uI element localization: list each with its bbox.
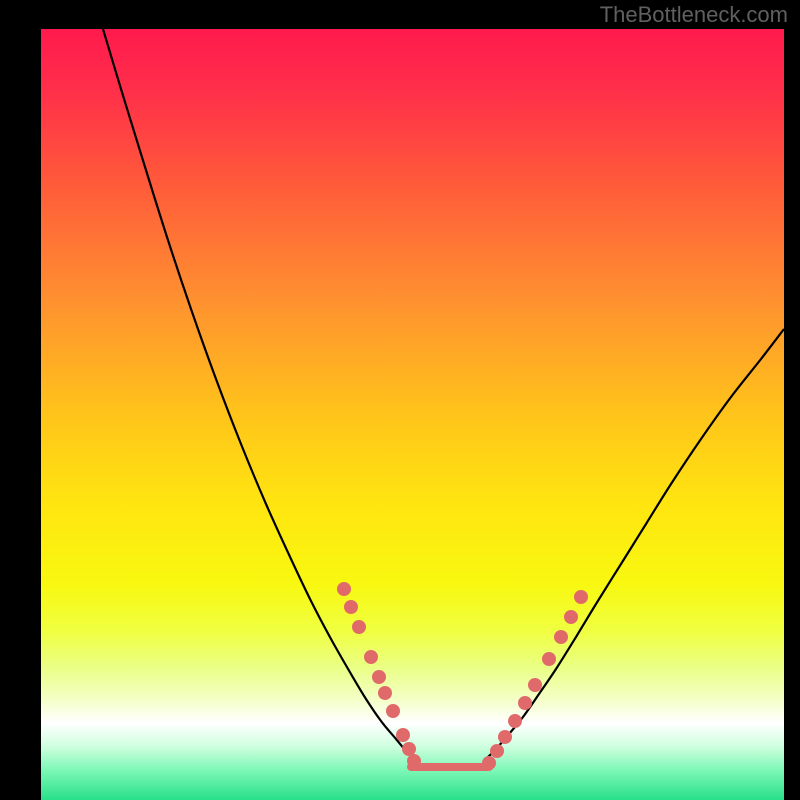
curve-right (486, 329, 784, 759)
data-dot (386, 704, 400, 718)
data-dot (508, 714, 522, 728)
data-dot (396, 728, 410, 742)
data-dot (337, 582, 351, 596)
dots-right (482, 590, 588, 770)
data-dot (364, 650, 378, 664)
data-dot (352, 620, 366, 634)
data-dot (372, 670, 386, 684)
data-dot (518, 696, 532, 710)
data-dot (402, 742, 416, 756)
data-dot (378, 686, 392, 700)
data-dot (542, 652, 556, 666)
data-dot (554, 630, 568, 644)
data-dot (528, 678, 542, 692)
dots-left (337, 582, 421, 768)
data-dot (564, 610, 578, 624)
data-dot (407, 754, 421, 768)
data-dot (482, 756, 496, 770)
plot-area (41, 29, 784, 800)
curves-layer (41, 29, 784, 800)
data-dot (574, 590, 588, 604)
data-dot (498, 730, 512, 744)
data-dot (344, 600, 358, 614)
watermark-text: TheBottleneck.com (600, 2, 788, 28)
data-dot (490, 744, 504, 758)
